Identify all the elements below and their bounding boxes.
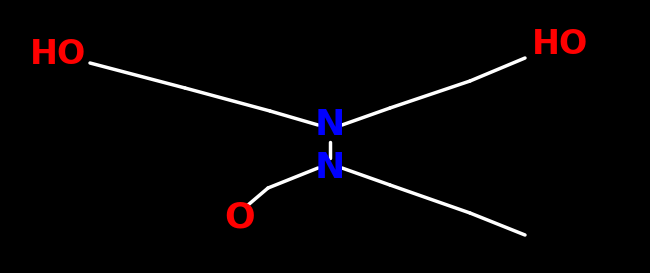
Text: N: N	[315, 151, 345, 185]
Text: HO: HO	[532, 28, 588, 61]
Text: HO: HO	[30, 38, 86, 72]
Text: N: N	[315, 108, 345, 142]
Text: O: O	[225, 201, 255, 235]
